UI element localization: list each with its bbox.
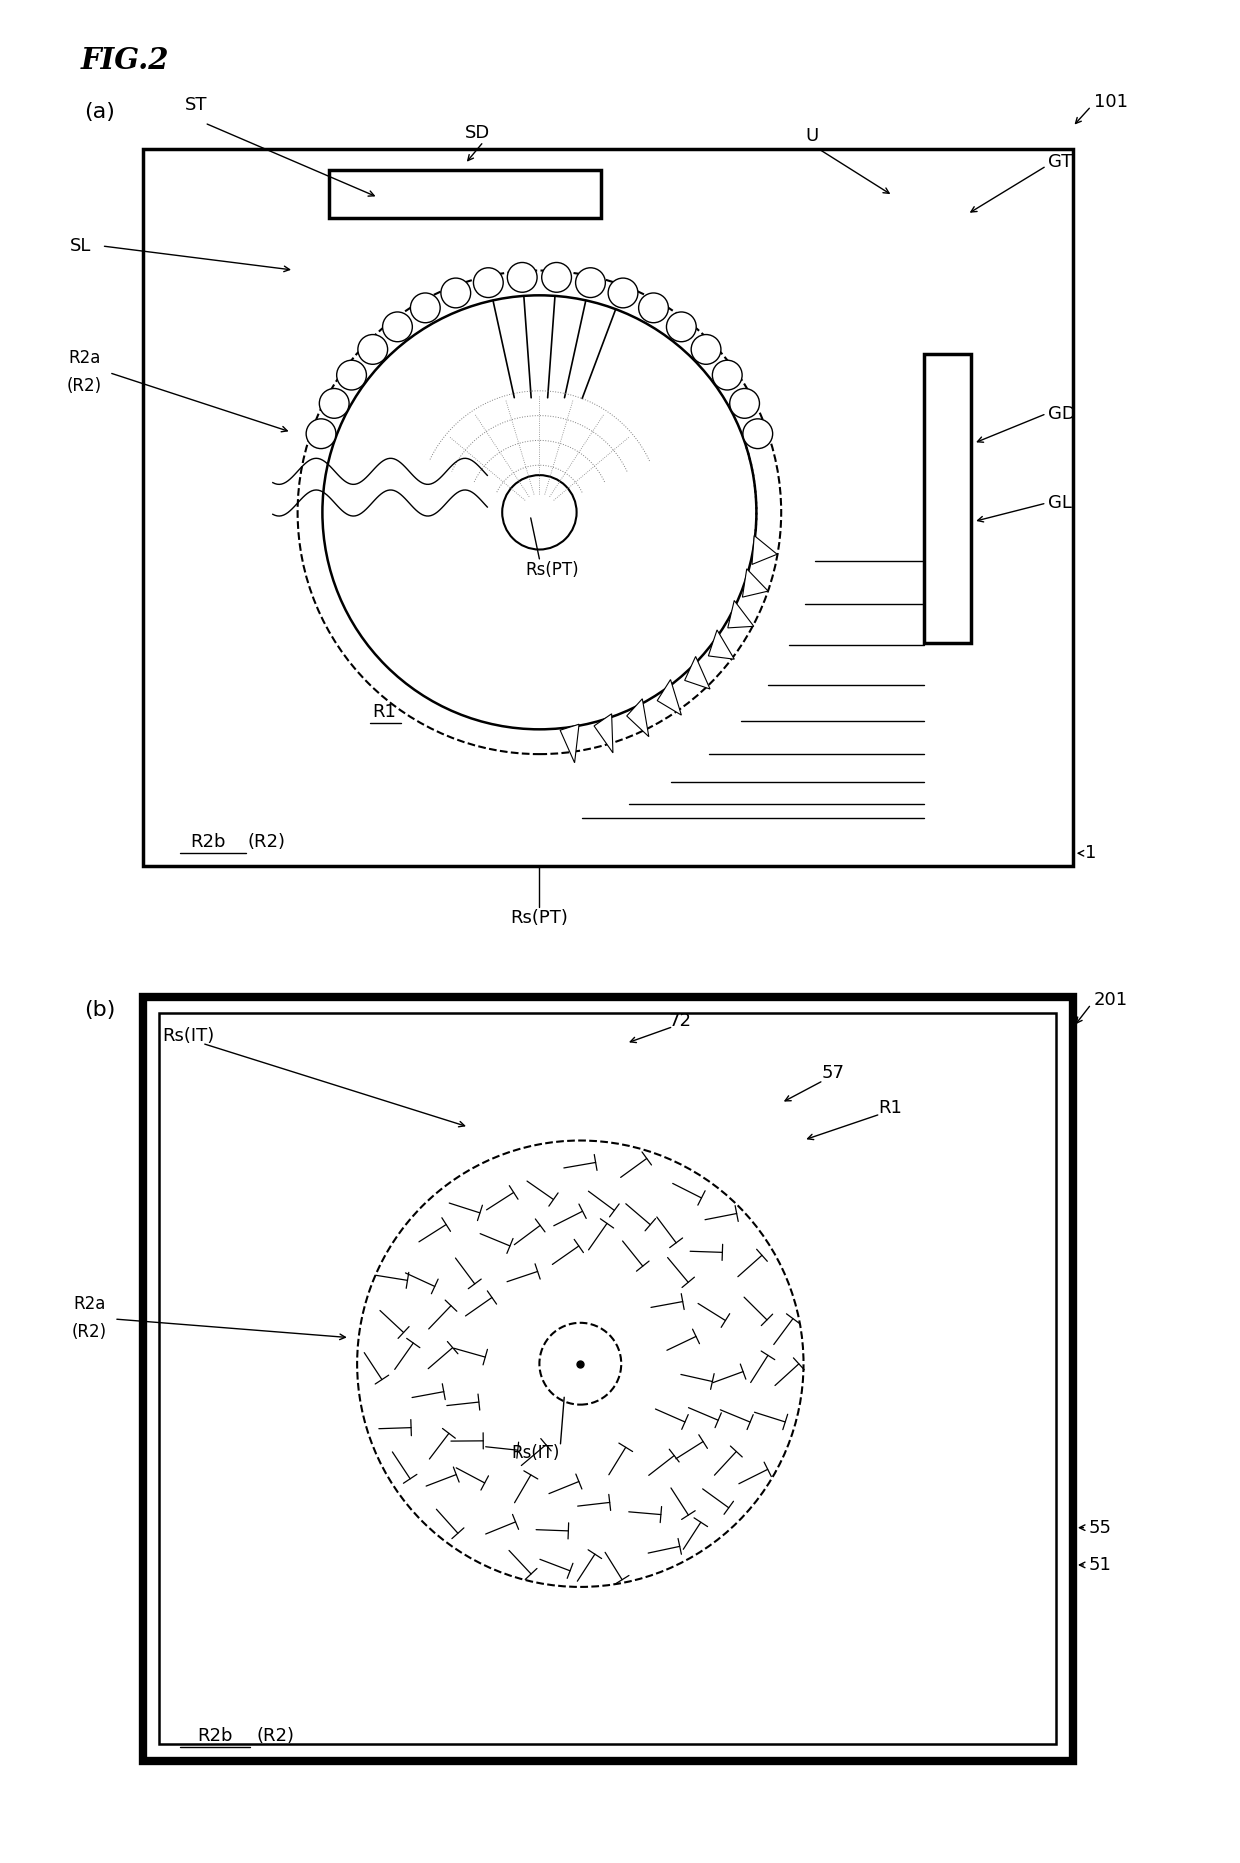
- Ellipse shape: [712, 360, 742, 389]
- Ellipse shape: [575, 268, 605, 298]
- Ellipse shape: [608, 278, 637, 307]
- Polygon shape: [684, 656, 711, 689]
- Ellipse shape: [410, 292, 440, 322]
- Ellipse shape: [539, 1323, 621, 1405]
- Bar: [924, 354, 971, 643]
- Text: GL: GL: [1048, 494, 1071, 512]
- Text: (b): (b): [84, 1000, 115, 1019]
- Ellipse shape: [383, 311, 413, 341]
- Ellipse shape: [441, 278, 471, 307]
- Polygon shape: [751, 535, 777, 564]
- Text: 101: 101: [1094, 93, 1127, 112]
- Bar: [329, 170, 601, 218]
- Text: R2b: R2b: [197, 1727, 232, 1746]
- Text: 51: 51: [1089, 1556, 1111, 1574]
- Text: Rs(PT): Rs(PT): [511, 909, 568, 928]
- Text: U: U: [806, 127, 818, 145]
- Text: FIG.2: FIG.2: [81, 45, 169, 75]
- Text: Rs(IT): Rs(IT): [511, 1444, 560, 1462]
- Ellipse shape: [691, 335, 720, 365]
- Ellipse shape: [337, 360, 367, 389]
- Polygon shape: [560, 725, 579, 762]
- Text: ST: ST: [185, 95, 207, 114]
- Polygon shape: [626, 699, 649, 736]
- Ellipse shape: [729, 389, 759, 419]
- Text: R2b: R2b: [191, 833, 226, 851]
- Bar: [159, 1013, 1056, 1744]
- Bar: [143, 149, 1073, 866]
- Text: R1: R1: [372, 702, 397, 721]
- Ellipse shape: [666, 311, 696, 341]
- Ellipse shape: [507, 263, 537, 292]
- Ellipse shape: [306, 419, 336, 449]
- Ellipse shape: [502, 475, 577, 550]
- Text: 57: 57: [822, 1064, 844, 1082]
- Ellipse shape: [358, 335, 388, 365]
- Polygon shape: [728, 600, 754, 628]
- Text: SL: SL: [69, 237, 92, 255]
- Text: (a): (a): [84, 102, 115, 121]
- Ellipse shape: [542, 263, 572, 292]
- Polygon shape: [743, 568, 768, 598]
- Text: R2a: R2a: [73, 1295, 105, 1313]
- Text: 72: 72: [668, 1012, 691, 1030]
- Text: Rs(IT): Rs(IT): [162, 1027, 215, 1045]
- Polygon shape: [657, 680, 682, 715]
- Polygon shape: [708, 630, 734, 660]
- Text: 201: 201: [1094, 991, 1128, 1010]
- Ellipse shape: [639, 292, 668, 322]
- Text: GD: GD: [1048, 404, 1075, 423]
- Bar: [143, 997, 1073, 1761]
- Ellipse shape: [743, 419, 773, 449]
- Text: R2a: R2a: [68, 348, 100, 367]
- Text: R1: R1: [878, 1099, 903, 1118]
- Ellipse shape: [322, 296, 756, 728]
- Ellipse shape: [474, 268, 503, 298]
- Text: 55: 55: [1089, 1518, 1112, 1537]
- Ellipse shape: [320, 389, 350, 419]
- Text: (R2): (R2): [67, 376, 102, 395]
- Text: (R2): (R2): [248, 833, 285, 851]
- Text: GT: GT: [1048, 153, 1073, 171]
- Text: (R2): (R2): [72, 1323, 107, 1341]
- Text: SD: SD: [465, 123, 490, 142]
- Text: (R2): (R2): [257, 1727, 294, 1746]
- Text: 1: 1: [1085, 844, 1096, 863]
- Polygon shape: [594, 714, 613, 753]
- Text: Rs(PT): Rs(PT): [525, 561, 579, 579]
